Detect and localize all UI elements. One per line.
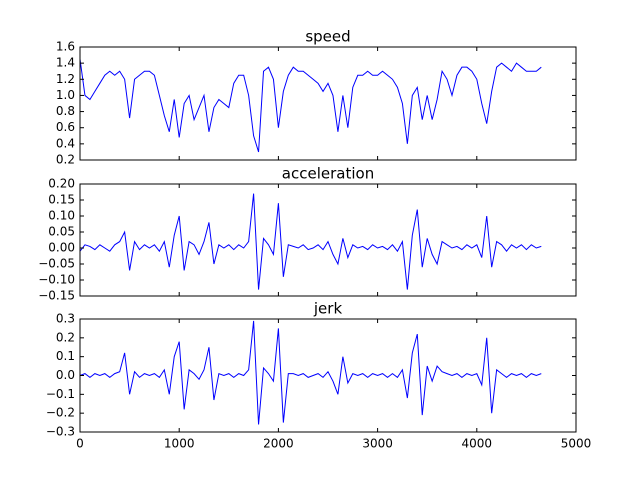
y-tick-label: 0.8 (56, 104, 75, 118)
y-tick-label: 0.4 (56, 136, 75, 150)
y-tick-label: 0.6 (56, 120, 75, 134)
subplot-title: speed (305, 28, 350, 46)
axes-frame (79, 46, 577, 161)
x-tick-label: 1000 (164, 437, 195, 451)
x-tick-label: 3000 (362, 437, 393, 451)
y-tick-label: −0.15 (38, 289, 75, 303)
data-line (79, 320, 542, 425)
plot-area (80, 319, 576, 432)
y-tick-label: −0.1 (46, 387, 75, 401)
x-tick-label: 2000 (263, 437, 294, 451)
y-tick-label: 1.0 (56, 88, 75, 102)
y-tick-label: 0.05 (48, 225, 75, 239)
y-tick-label: 1.4 (56, 56, 75, 70)
y-tick-label: 0.20 (48, 177, 75, 191)
plot-area (80, 184, 576, 296)
subplot-title: acceleration (282, 165, 374, 183)
plot-area (80, 47, 576, 160)
y-tick-label: 0.2 (56, 153, 75, 167)
y-tick-label: −0.10 (38, 273, 75, 287)
y-tick-label: 0.15 (48, 193, 75, 207)
y-tick-label: −0.05 (38, 257, 75, 271)
x-tick-label: 4000 (462, 437, 493, 451)
subplot-title: jerk (313, 300, 343, 318)
y-tick-label: 0.10 (48, 209, 75, 223)
y-tick-label: 0.2 (56, 330, 75, 344)
y-tick-label: 0.0 (56, 368, 75, 382)
data-line (79, 59, 542, 153)
axes-frame (79, 318, 577, 433)
y-tick-label: −0.3 (46, 425, 75, 439)
y-tick-label: 1.6 (56, 40, 75, 54)
y-tick-label: 0.3 (56, 312, 75, 326)
axes-frame (79, 183, 577, 297)
y-tick-label: −0.2 (46, 406, 75, 420)
x-tick-label: 5000 (561, 437, 592, 451)
y-tick-label: 0.1 (56, 349, 75, 363)
x-tick-label: 0 (76, 437, 84, 451)
y-tick-label: 1.2 (56, 72, 75, 86)
y-tick-label: 0.00 (48, 241, 75, 255)
data-line (79, 193, 542, 290)
